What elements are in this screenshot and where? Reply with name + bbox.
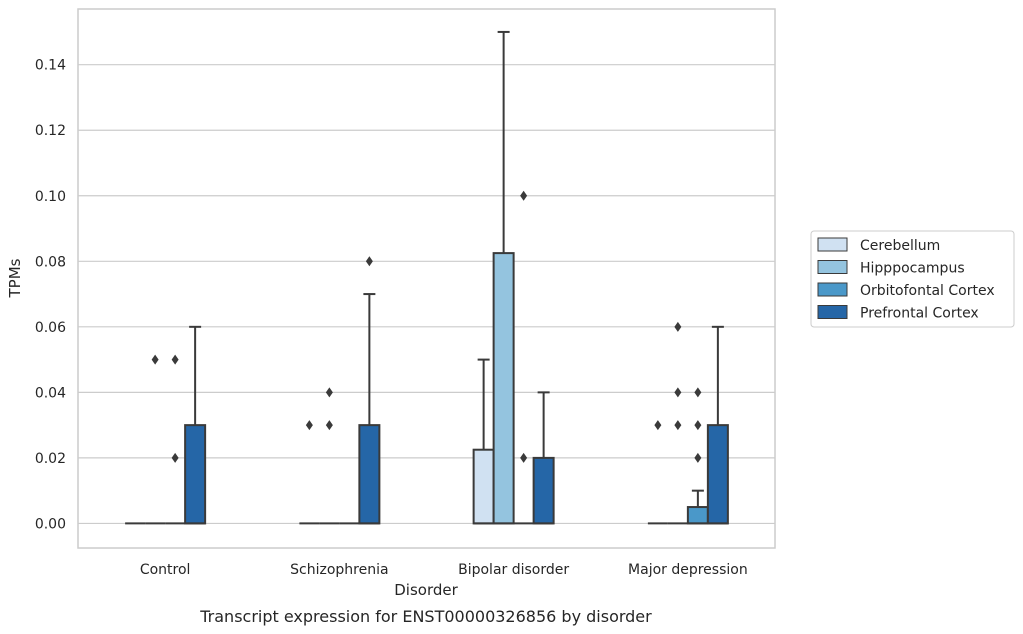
x-tick-labels: Control Schizophrenia Bipolar disorder Majo… [140, 562, 748, 578]
box-hipppocampus [145, 354, 166, 525]
legend-label: Hipppocampus [860, 261, 965, 277]
box-cerebellum [472, 358, 495, 525]
box-body [532, 456, 555, 525]
box-body [472, 448, 495, 525]
y-tick-label: 0.12 [35, 123, 66, 139]
box-hipppocampus [492, 30, 515, 525]
outlier-point [325, 387, 333, 398]
outlier-point [325, 420, 333, 431]
legend-swatch [817, 237, 848, 252]
legend: Cerebellum Hipppocampus Orbitofontal Corte… [810, 230, 1015, 328]
legend-label: Cerebellum [860, 238, 940, 254]
outlier-point [171, 354, 179, 365]
outlier-point [151, 354, 159, 365]
outlier-point [520, 190, 528, 201]
x-axis-label: Disorder [394, 581, 458, 599]
legend-swatch [817, 305, 848, 319]
grid-lines [78, 64, 775, 525]
box-hipppocampus [667, 321, 688, 525]
box-body [492, 252, 515, 525]
box-prefrontal-cortex [532, 391, 555, 525]
outlier-point [654, 420, 662, 431]
x-tick-label: Control [140, 562, 191, 578]
y-tick-labels: 0.00 0.02 0.04 0.06 0.08 0.10 0.12 0.14 [35, 58, 66, 533]
x-tick-label: Schizophrenia [290, 562, 388, 578]
outlier-point [674, 387, 682, 398]
box-orbitofontal-cortex [513, 190, 534, 525]
x-tick-label: Major depression [628, 562, 748, 578]
box-series [125, 30, 729, 525]
chart-caption: Transcript expression for ENST0000032685… [199, 607, 652, 626]
box-prefrontal-cortex [358, 256, 381, 525]
box-body [686, 506, 709, 525]
outlier-point [305, 420, 313, 431]
y-tick-label: 0.00 [35, 516, 66, 532]
box-cerebellum [647, 420, 668, 525]
outlier-point [365, 256, 373, 267]
y-tick-label: 0.10 [35, 189, 66, 205]
box-body [184, 424, 207, 525]
box-orbitofontal-cortex [165, 354, 186, 525]
box-body [358, 424, 381, 525]
y-tick-label: 0.08 [35, 254, 66, 270]
y-tick-label: 0.14 [35, 58, 66, 74]
outlier-point [171, 452, 179, 463]
box-cerebellum [299, 420, 320, 525]
box-prefrontal-cortex [184, 325, 207, 525]
outlier-point [694, 420, 702, 431]
box-prefrontal-cortex [706, 325, 729, 525]
outlier-point [674, 321, 682, 332]
x-tick-label: Bipolar disorder [458, 562, 569, 578]
y-tick-label: 0.02 [35, 451, 66, 467]
plot-frame [77, 8, 776, 549]
legend-swatch [817, 282, 848, 297]
y-tick-label: 0.06 [35, 320, 66, 336]
y-tick-label: 0.04 [35, 385, 66, 401]
box-hipppocampus [319, 387, 340, 525]
legend-label: Orbitofontal Cortex [860, 283, 995, 299]
outlier-point [520, 452, 528, 463]
box-orbitofontal-cortex [686, 387, 709, 525]
legend-swatch [817, 260, 848, 274]
box-body [706, 424, 729, 525]
y-axis-label: TPMs [6, 258, 24, 298]
legend-frame [810, 230, 1015, 328]
outlier-point [694, 452, 702, 463]
outlier-point [674, 420, 682, 431]
outlier-point [694, 387, 702, 398]
legend-label: Prefrontal Cortex [860, 306, 979, 322]
